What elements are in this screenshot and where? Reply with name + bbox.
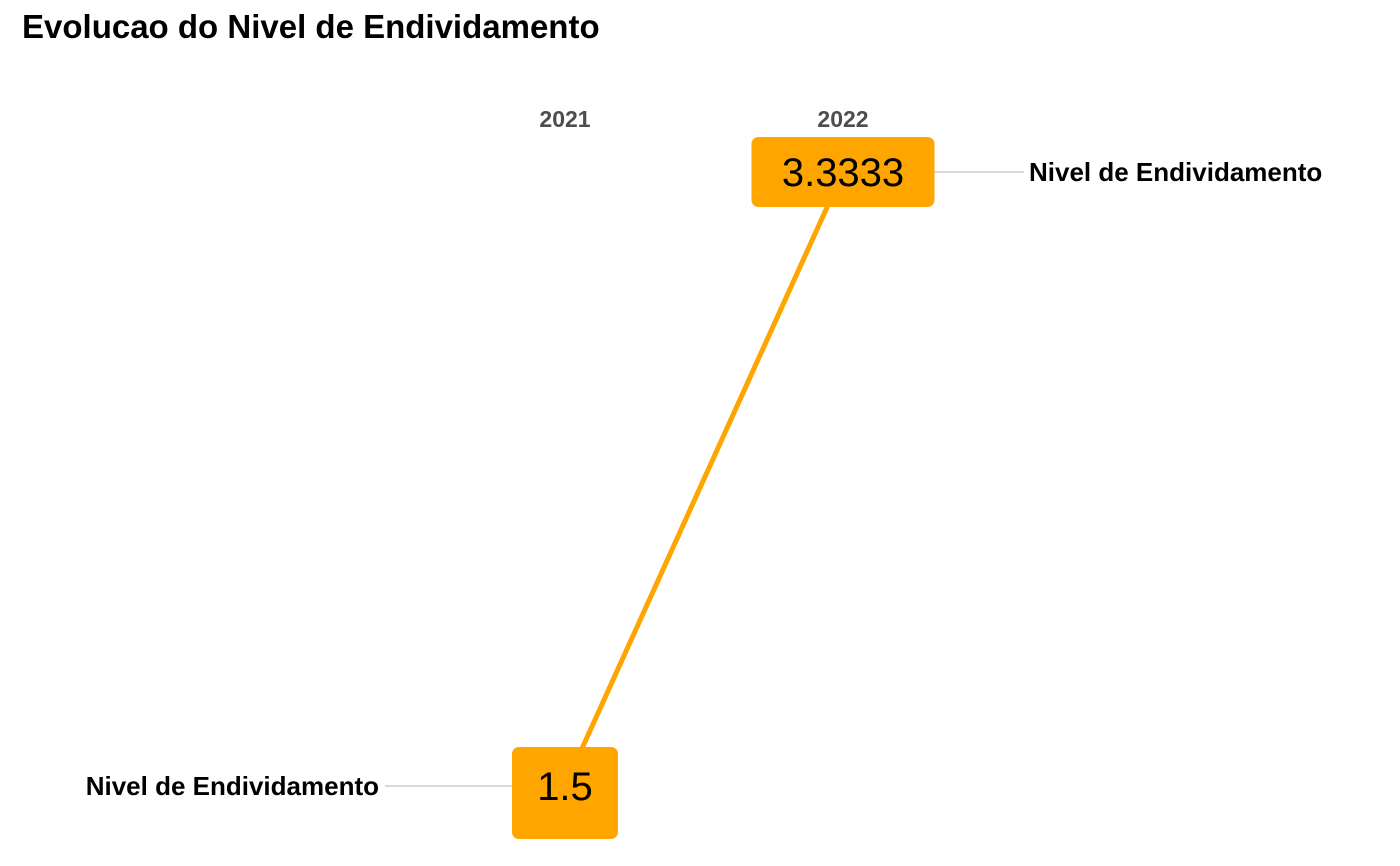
year-label-2021: 2021 <box>539 106 590 132</box>
year-label-2022: 2022 <box>817 106 868 132</box>
value-box-2021 <box>512 747 618 839</box>
series-line <box>562 170 846 788</box>
series-label-left: Nivel de Endividamento <box>86 771 379 801</box>
value-box-2022 <box>751 137 935 207</box>
value-label-2021: 1.5 <box>537 765 593 809</box>
series-label-right: Nivel de Endividamento <box>1029 157 1322 187</box>
value-label-2022: 3.3333 <box>782 151 904 195</box>
chart-title: Evolucao do Nivel de Endividamento <box>22 8 600 45</box>
